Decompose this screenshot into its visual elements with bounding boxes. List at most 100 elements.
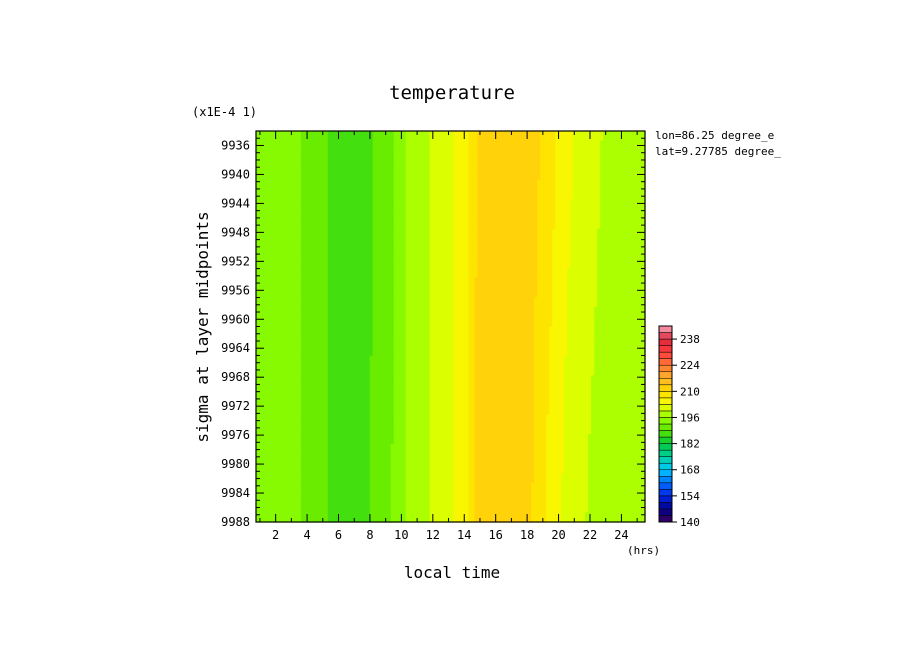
heatmap-cell [498, 306, 502, 318]
heatmap-cell [420, 179, 425, 191]
heatmap-cell [336, 199, 341, 210]
heatmap-cell [309, 131, 314, 142]
heatmap-cell [438, 277, 443, 289]
heatmap-cell [576, 346, 580, 357]
heatmap-cell [300, 131, 305, 142]
heatmap-cell [549, 248, 553, 259]
heatmap-cell [339, 502, 344, 513]
heatmap-cell [546, 218, 550, 230]
heatmap-cell [600, 336, 604, 347]
heatmap-cell [435, 394, 440, 406]
heatmap-cell [360, 150, 365, 161]
heatmap-cell [489, 267, 493, 279]
heatmap-cell [594, 336, 598, 347]
heatmap-cell [594, 238, 598, 249]
heatmap-cell [465, 385, 470, 396]
heatmap-cell [330, 150, 335, 161]
heatmap-cell [612, 404, 616, 416]
heatmap-cell [258, 502, 263, 513]
heatmap-cell [282, 443, 287, 455]
heatmap-cell [324, 258, 329, 269]
heatmap-cell [459, 131, 464, 142]
heatmap-cell [417, 238, 422, 249]
heatmap-cell [633, 150, 637, 161]
heatmap-cell [639, 434, 643, 445]
heatmap-cell [432, 482, 437, 494]
heatmap-cell [474, 287, 479, 298]
heatmap-cell [558, 306, 562, 318]
heatmap-cell [531, 346, 535, 357]
heatmap-cell [258, 394, 263, 406]
heatmap-cell [408, 297, 413, 308]
heatmap-cell [258, 150, 263, 161]
heatmap-cell [483, 385, 488, 396]
heatmap-cell [366, 365, 371, 376]
heatmap-cell [564, 453, 568, 464]
heatmap-cell [549, 209, 553, 220]
heatmap-cell [630, 238, 634, 249]
heatmap-cell [528, 473, 532, 484]
heatmap-cell [282, 179, 287, 191]
heatmap-cell [576, 394, 580, 406]
heatmap-cell [408, 189, 413, 201]
heatmap-cell [558, 463, 562, 474]
heatmap-cell [474, 424, 479, 435]
heatmap-cell [510, 277, 514, 289]
heatmap-cell [567, 248, 571, 259]
heatmap-cell [291, 306, 296, 318]
heatmap-cell [303, 355, 308, 367]
heatmap-cell [582, 355, 586, 367]
heatmap-cell [339, 453, 344, 464]
heatmap-cell [564, 238, 568, 249]
heatmap-cell [558, 355, 562, 367]
heatmap-cell [492, 160, 496, 171]
heatmap-cell [561, 228, 565, 240]
heatmap-cell [342, 336, 347, 347]
heatmap-cell [387, 394, 392, 406]
heatmap-cell [306, 404, 311, 416]
heatmap-cell [591, 306, 595, 318]
chart-title: temperature [389, 82, 515, 104]
heatmap-cell [285, 199, 290, 210]
heatmap-cell [513, 306, 517, 318]
heatmap-cell [330, 365, 335, 376]
heatmap-cell [384, 267, 389, 279]
heatmap-cell [495, 277, 499, 289]
heatmap-cell [321, 140, 326, 152]
heatmap-cell [411, 492, 416, 504]
heatmap-cell [363, 287, 368, 298]
heatmap-cell [597, 365, 601, 376]
heatmap-cell [312, 297, 317, 308]
heatmap-cell [639, 248, 643, 259]
heatmap-cell [441, 453, 446, 464]
heatmap-cell [405, 189, 410, 201]
heatmap-cell [345, 199, 350, 210]
heatmap-cell [450, 414, 455, 425]
heatmap-cell [513, 375, 517, 386]
heatmap-cell [576, 365, 580, 376]
heatmap-cell [630, 131, 634, 142]
heatmap-cell [480, 179, 485, 191]
heatmap-cell [456, 414, 461, 425]
heatmap-cell [282, 228, 287, 240]
heatmap-cell [591, 258, 595, 269]
heatmap-cell [354, 228, 359, 240]
heatmap-cell [567, 365, 571, 376]
heatmap-cell [429, 267, 434, 279]
heatmap-cell [333, 228, 338, 240]
heatmap-cell [447, 414, 452, 425]
heatmap-cell [339, 218, 344, 230]
heatmap-cell [447, 179, 452, 191]
heatmap-cell [300, 502, 305, 513]
heatmap-cell [285, 248, 290, 259]
heatmap-cell [594, 316, 598, 328]
heatmap-cell [369, 482, 374, 494]
heatmap-cell [513, 443, 517, 455]
heatmap-cell [363, 258, 368, 269]
heatmap-cell [294, 218, 299, 230]
heatmap-cell [459, 258, 464, 269]
heatmap-cell [312, 277, 317, 289]
heatmap-cell [447, 326, 452, 337]
heatmap-cell [600, 150, 604, 161]
heatmap-cell [618, 277, 622, 289]
